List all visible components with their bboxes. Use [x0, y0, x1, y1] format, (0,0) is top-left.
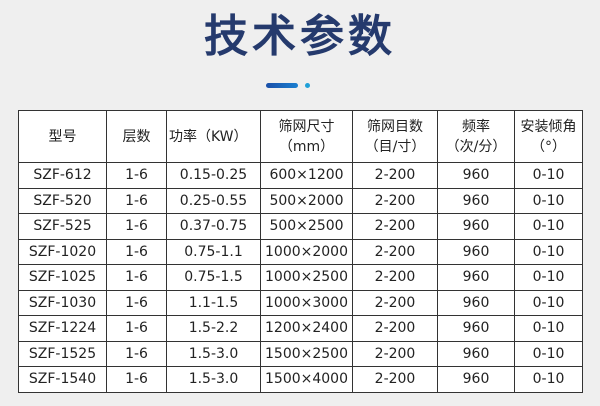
cell-angle: 0-10 [514, 264, 583, 291]
cell-model: SZF-520 [18, 187, 107, 214]
cell-screen-size: 1000×2500 [260, 264, 353, 291]
cell-frequency: 960 [437, 238, 515, 265]
header-model: 型号 [18, 110, 107, 163]
table-row: SZF-1025 1-6 0.75-1.5 1000×2500 2-200 960 0-10 [18, 264, 583, 291]
cell-angle: 0-10 [514, 187, 583, 214]
cell-layers: 1-6 [106, 340, 167, 367]
header-text: （°） [531, 138, 566, 155]
cell-mesh: 2-200 [352, 340, 438, 367]
cell-power: 0.15-0.25 [166, 162, 261, 189]
cell-screen-size: 500×2500 [260, 213, 353, 240]
cell-power: 1.5-2.2 [166, 315, 261, 342]
header-text: 型号 [48, 128, 77, 145]
cell-model: SZF-1020 [18, 238, 107, 265]
header-text: 筛网目数 [367, 118, 423, 135]
cell-angle: 0-10 [514, 213, 583, 240]
cell-power: 0.75-1.5 [166, 264, 261, 291]
cell-power: 0.75-1.1 [166, 238, 261, 265]
cell-screen-size: 1500×2500 [260, 340, 353, 367]
cell-power: 0.37-0.75 [166, 213, 261, 240]
table-row: SZF-1525 1-6 1.5-3.0 1500×2500 2-200 960 0-10 [18, 340, 583, 367]
table-row: SZF-525 1-6 0.37-0.75 500×2500 2-200 960 0-10 [18, 213, 583, 240]
cell-mesh: 2-200 [352, 289, 438, 316]
page-title: 技术参数 [204, 11, 396, 62]
cell-angle: 0-10 [514, 162, 583, 189]
cell-angle: 0-10 [514, 315, 583, 342]
cell-layers: 1-6 [106, 264, 167, 291]
cell-power: 1.1-1.5 [166, 289, 261, 316]
cell-frequency: 960 [437, 366, 515, 393]
cell-layers: 1-6 [106, 162, 167, 189]
cell-angle: 0-10 [514, 366, 583, 393]
header-text: （mm） [278, 138, 335, 155]
header-text: 频率 [462, 118, 490, 135]
cell-mesh: 2-200 [352, 238, 438, 265]
header-power: 功率（KW） [166, 110, 261, 163]
cell-angle: 0-10 [514, 289, 583, 316]
cell-frequency: 960 [437, 264, 515, 291]
cell-frequency: 960 [437, 289, 515, 316]
table-row: SZF-1020 1-6 0.75-1.1 1000×2000 2-200 960 0-10 [18, 238, 583, 265]
table-row: SZF-1540 1-6 1.5-3.0 1500×4000 2-200 960 0-10 [18, 366, 583, 393]
cell-screen-size: 1200×2400 [260, 315, 353, 342]
cell-layers: 1-6 [106, 289, 167, 316]
cell-model: SZF-1525 [18, 340, 107, 367]
table-row: SZF-1224 1-6 1.5-2.2 1200×2400 2-200 960 0-10 [18, 315, 583, 342]
cell-frequency: 960 [437, 340, 515, 367]
cell-screen-size: 600×1200 [260, 162, 353, 189]
table-header-row: 型号 层数 功率（KW） 筛网尺寸 （mm） 筛网目数 （目/寸） 频率 （次/分） 安装倾角 （°… [18, 110, 583, 163]
cell-screen-size: 1500×4000 [260, 366, 353, 393]
header-text: 功率（KW） [169, 128, 248, 145]
cell-layers: 1-6 [106, 187, 167, 214]
cell-model: SZF-1540 [18, 366, 107, 393]
cell-layers: 1-6 [106, 238, 167, 265]
cell-power: 1.5-3.0 [166, 340, 261, 367]
cell-power: 0.25-0.55 [166, 187, 261, 214]
table-row: SZF-1030 1-6 1.1-1.5 1000×3000 2-200 960 0-10 [18, 289, 583, 316]
cell-screen-size: 1000×2000 [260, 238, 353, 265]
table-row: SZF-612 1-6 0.15-0.25 600×1200 2-200 960 0-10 [18, 162, 583, 189]
cell-model: SZF-612 [18, 162, 107, 189]
table-row: SZF-520 1-6 0.25-0.55 500×2000 2-200 960 0-10 [18, 187, 583, 214]
title-underline-dot [305, 83, 310, 88]
cell-angle: 0-10 [514, 238, 583, 265]
cell-frequency: 960 [437, 187, 515, 214]
cell-model: SZF-1224 [18, 315, 107, 342]
cell-mesh: 2-200 [352, 213, 438, 240]
cell-mesh: 2-200 [352, 162, 438, 189]
title-underline-bar [266, 83, 298, 88]
cell-angle: 0-10 [514, 340, 583, 367]
header-text: 安装倾角 [520, 118, 577, 135]
cell-power: 1.5-3.0 [166, 366, 261, 393]
cell-screen-size: 500×2000 [260, 187, 353, 214]
cell-model: SZF-525 [18, 213, 107, 240]
cell-layers: 1-6 [106, 315, 167, 342]
cell-frequency: 960 [437, 315, 515, 342]
header-text: （目/寸） [364, 138, 426, 155]
header-mesh: 筛网目数 （目/寸） [352, 110, 438, 163]
cell-layers: 1-6 [106, 366, 167, 393]
cell-mesh: 2-200 [352, 187, 438, 214]
cell-mesh: 2-200 [352, 264, 438, 291]
header-layers: 层数 [106, 110, 167, 163]
header-text: （次/分） [445, 138, 507, 155]
cell-screen-size: 1000×3000 [260, 289, 353, 316]
cell-frequency: 960 [437, 213, 515, 240]
header-frequency: 频率 （次/分） [437, 110, 515, 163]
cell-mesh: 2-200 [352, 315, 438, 342]
header-angle: 安装倾角 （°） [514, 110, 583, 163]
cell-frequency: 960 [437, 162, 515, 189]
cell-model: SZF-1030 [18, 289, 107, 316]
header-text: 层数 [122, 128, 151, 145]
header-screen-size: 筛网尺寸 （mm） [260, 110, 353, 163]
spec-table: 型号 层数 功率（KW） 筛网尺寸 （mm） 筛网目数 （目/寸） 频率 （次/分） 安装倾角 （°… [18, 110, 583, 393]
header-text: 筛网尺寸 [278, 118, 335, 135]
cell-model: SZF-1025 [18, 264, 107, 291]
cell-mesh: 2-200 [352, 366, 438, 393]
cell-layers: 1-6 [106, 213, 167, 240]
